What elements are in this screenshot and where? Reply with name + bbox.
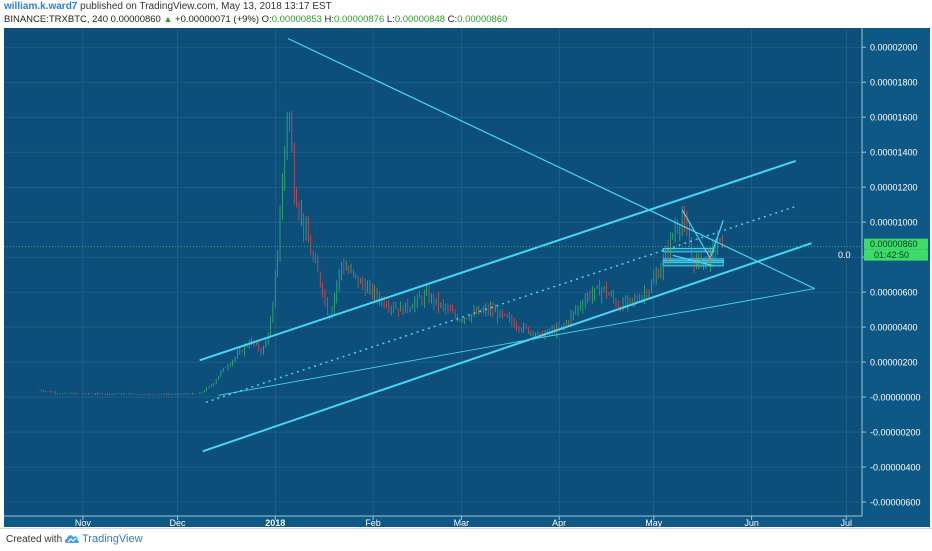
y-tick-label: 0.00000200: [870, 358, 918, 368]
close-label: C:: [447, 14, 458, 25]
price-axis-background: [862, 28, 930, 527]
plot-background: [4, 28, 862, 516]
high-value: 0.00000876: [334, 14, 385, 25]
trendline-wedge-bottom: [672, 254, 714, 267]
price-change: +0.00000071 (+9%): [175, 14, 260, 25]
publish-line: william.k.ward7 published on TradingView…: [4, 1, 332, 12]
tradingview-cloud-icon: [64, 535, 79, 543]
x-tick-label: 2018: [265, 518, 285, 527]
trendline-breakout: [710, 220, 724, 258]
time-axis[interactable]: Nov Dec 2018 Feb Mar Apr May Jun Jul: [4, 515, 862, 527]
y-tick-label: 0.00001400: [870, 148, 918, 158]
close-value: 0.00000860: [457, 14, 508, 25]
trendline-mid-channel: [205, 205, 796, 404]
partial-axis-label: 0.0: [838, 250, 851, 260]
x-tick-label: Mar: [454, 518, 470, 527]
chart-area[interactable]: 0.00002000 0.00001800 0.00001600 0.00001400…: [4, 28, 930, 527]
tradingview-link[interactable]: TradingView: [82, 533, 143, 545]
trendline-wedge-top: [681, 209, 712, 260]
open-label: O:: [261, 14, 272, 25]
current-price-badge-text: 0.00000860: [870, 239, 918, 249]
trendline-triangle-bottom: [218, 288, 815, 396]
open-value: 0.00000853: [271, 14, 322, 25]
trendline-triangle-top: [287, 37, 815, 290]
y-tick-label: 0.00001600: [870, 113, 918, 123]
ohlc-line: BINANCE:TRXBTC, 240 0.00000860 ▲ +0.0000…: [4, 14, 507, 25]
trendline-upper-channel: [199, 159, 797, 362]
low-value: 0.00000848: [394, 14, 446, 25]
low-label: L:: [386, 14, 395, 25]
price-badges: 0.00000860 01:42:50 0.0: [838, 238, 928, 261]
x-tick-label: Nov: [75, 518, 92, 527]
trendlines[interactable]: [199, 37, 815, 453]
high-label: H:: [324, 14, 335, 25]
symbol-label: BINANCE:TRXBTC, 240: [4, 14, 108, 25]
up-arrow-icon: ▲: [163, 14, 173, 24]
author-link[interactable]: william.k.ward7: [4, 1, 78, 12]
x-tick-label: Apr: [552, 518, 566, 527]
candles: [38, 110, 723, 396]
x-tick-label: Jul: [840, 518, 852, 527]
current-price-badge: [864, 238, 928, 250]
footer: Created with TradingView: [0, 528, 932, 551]
trendline-lower-channel: [202, 242, 812, 453]
y-tick-label: -0.00000000: [870, 393, 921, 403]
y-tick-label: -0.00000600: [870, 498, 921, 508]
x-tick-label: Jun: [744, 518, 759, 527]
countdown-badge-text: 01:42:50: [874, 250, 909, 260]
y-tick-label: 0.00002000: [870, 43, 918, 53]
x-tick-label: May: [645, 518, 663, 527]
y-tick-label: 0.00000600: [870, 288, 918, 298]
y-tick-label: 0.00001800: [870, 78, 918, 88]
countdown-badge: [864, 249, 928, 261]
y-tick-label: -0.00000400: [870, 463, 921, 473]
y-tick-label: 0.00001000: [870, 218, 918, 228]
created-with-label: Created with: [6, 534, 63, 545]
price-chart[interactable]: 0.00002000 0.00001800 0.00001600 0.00001400…: [4, 28, 930, 527]
y-tick-label: 0.00000400: [870, 323, 918, 333]
y-tick-label: -0.00000200: [870, 428, 921, 438]
x-tick-label: Feb: [365, 518, 381, 527]
price-zone: [662, 247, 715, 253]
x-tick-label: Dec: [169, 518, 186, 527]
last-price: 0.00000860: [110, 14, 161, 25]
time-axis-background: [4, 516, 930, 527]
publish-info: published on TradingView.com, May 13, 20…: [77, 1, 332, 12]
y-tick-label: 0.00001200: [870, 183, 918, 193]
chart-header: william.k.ward7 published on TradingView…: [0, 0, 932, 28]
